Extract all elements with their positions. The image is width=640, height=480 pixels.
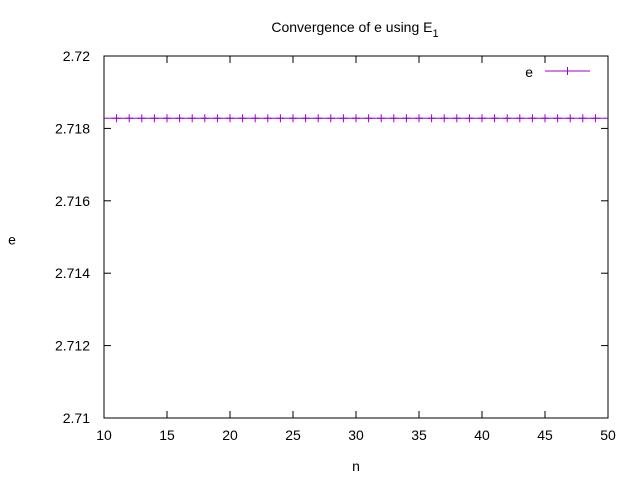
data-point [213, 114, 222, 123]
y-tick-label: 2.714 [55, 265, 90, 281]
data-point [314, 114, 323, 123]
y-tick-label: 2.718 [55, 120, 90, 136]
data-point [402, 114, 411, 123]
plot-frame [103, 55, 609, 419]
data-point [364, 114, 373, 123]
y-axis: 2.71 2.712 2.714 2.716 2.718 2.72 [55, 48, 608, 426]
x-tick-label: 35 [411, 427, 427, 443]
data-point [326, 114, 335, 123]
y-tick-label: 2.71 [63, 410, 90, 426]
data-point [238, 114, 247, 123]
data-point [528, 114, 537, 123]
data-point [591, 114, 600, 123]
data-point [452, 114, 461, 123]
y-tick-label: 2.716 [55, 193, 90, 209]
data-point [515, 114, 524, 123]
data-point [541, 114, 549, 123]
x-axis: 10 15 20 25 30 35 40 45 50 [96, 56, 616, 443]
y-tick-label: 2.72 [63, 48, 90, 64]
y-axis-label: e [8, 232, 16, 248]
chart-title-subscript: 1 [432, 28, 438, 40]
x-tick-label: 30 [348, 427, 364, 443]
data-point [352, 114, 360, 123]
data-point [427, 114, 436, 123]
data-point [440, 114, 449, 123]
data-point [200, 114, 209, 123]
x-tick-label: 50 [600, 427, 616, 443]
data-point [289, 114, 297, 123]
y-tick-label: 2.712 [55, 338, 90, 354]
data-point [478, 114, 486, 123]
x-tick-label: 40 [474, 427, 490, 443]
data-point [263, 114, 272, 123]
data-point [301, 114, 310, 123]
data-point [112, 114, 121, 123]
data-point [276, 114, 285, 123]
data-point [163, 114, 171, 123]
data-point [415, 114, 423, 123]
data-point [490, 114, 499, 123]
x-axis-label: n [352, 458, 360, 474]
legend-label: e [525, 64, 533, 80]
chart-title-text: Convergence of e using E [271, 19, 432, 35]
x-tick-label: 10 [96, 427, 112, 443]
data-point [175, 114, 184, 123]
data-point [503, 114, 512, 123]
data-point [150, 114, 159, 123]
data-point [465, 114, 474, 123]
data-point [578, 114, 587, 123]
series-layer [104, 114, 608, 123]
data-point [566, 114, 575, 123]
data-point [377, 114, 386, 123]
data-point [188, 114, 197, 123]
data-point [339, 114, 348, 123]
x-tick-label: 20 [222, 427, 238, 443]
chart-title: Convergence of e using E1 [271, 19, 438, 40]
x-tick-label: 15 [159, 427, 175, 443]
legend: e [525, 64, 590, 80]
data-point [226, 114, 234, 123]
data-point [137, 114, 146, 123]
x-tick-label: 25 [285, 427, 301, 443]
x-tick-label: 45 [537, 427, 553, 443]
data-point [553, 114, 562, 123]
data-point [389, 114, 398, 123]
data-point [125, 114, 134, 123]
data-point [251, 114, 260, 123]
